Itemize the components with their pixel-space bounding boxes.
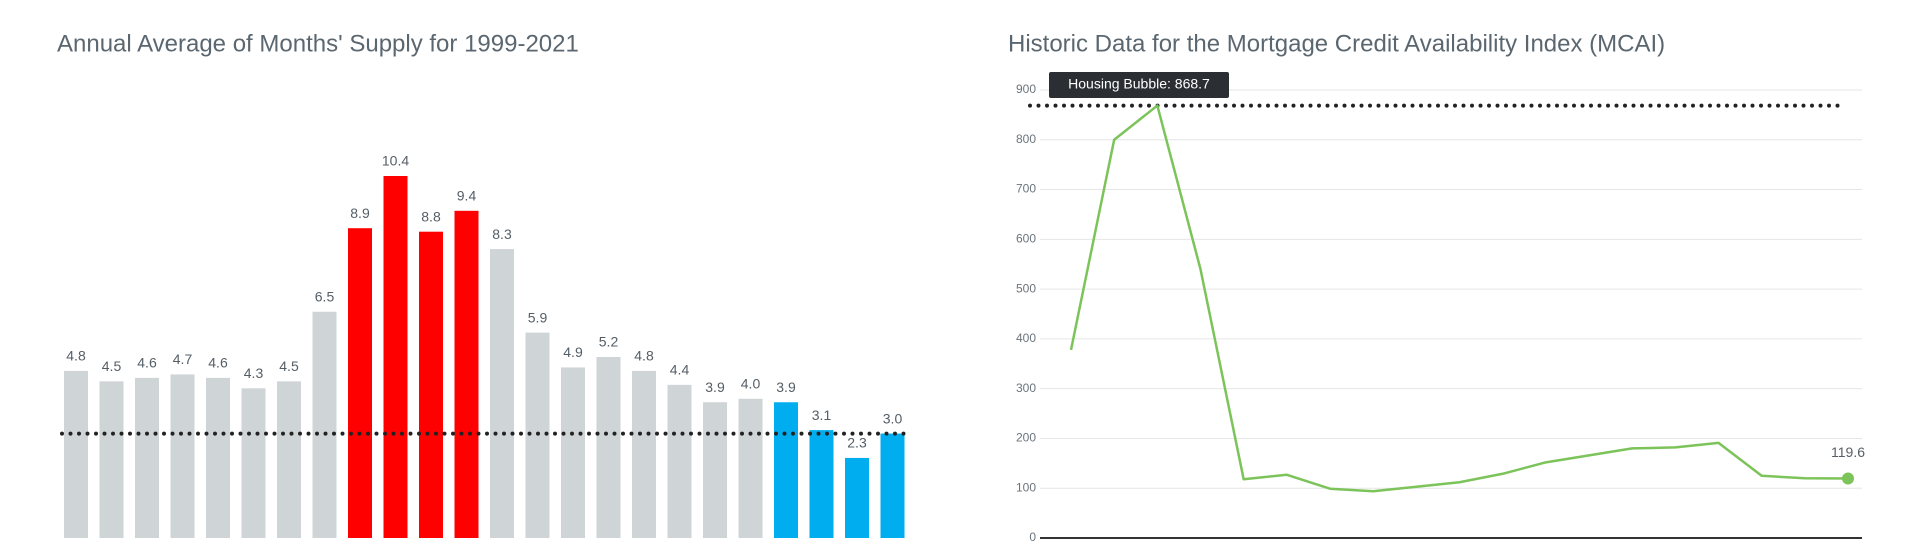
bar (241, 388, 266, 538)
value-label: 4.6 (137, 355, 157, 371)
y-tick-label: 900 (1016, 82, 1036, 96)
value-label: 8.8 (421, 208, 441, 224)
bar (277, 381, 301, 538)
bar (135, 377, 159, 538)
bar (64, 370, 88, 538)
tooltip (1049, 72, 1229, 98)
value-label: 4.5 (279, 358, 299, 374)
end-label: 119.6 (1831, 444, 1865, 460)
y-tick-label: 300 (1016, 381, 1036, 395)
value-label: 3.0 (883, 410, 903, 426)
value-label: 3.9 (776, 379, 796, 395)
bar (845, 457, 869, 538)
chart-title: Historic Data for the Mortgage Credit Av… (1008, 30, 1665, 57)
bar (632, 370, 656, 538)
value-label: 9.4 (457, 188, 477, 204)
value-label: 4.8 (634, 348, 654, 364)
bar (312, 311, 337, 538)
bar (383, 176, 408, 538)
value-label: 4.8 (66, 348, 86, 364)
value-label: 2.3 (847, 435, 867, 451)
value-label: 4.4 (670, 362, 690, 378)
y-tick-label: 500 (1016, 281, 1036, 295)
value-label: 4.6 (208, 355, 228, 371)
value-label: 3.9 (705, 379, 725, 395)
end-point (1842, 472, 1854, 485)
value-label: 4.9 (563, 344, 583, 360)
value-label: 8.9 (350, 205, 370, 221)
bar (348, 228, 372, 538)
value-label: 4.0 (741, 375, 761, 391)
y-tick-label: 600 (1016, 232, 1036, 246)
value-label: 4.3 (244, 365, 264, 381)
y-tick-label: 700 (1016, 182, 1036, 196)
bar (419, 231, 443, 538)
bar (490, 249, 514, 538)
bar (774, 402, 798, 538)
bar (596, 357, 621, 538)
bar (99, 381, 124, 538)
bar (809, 430, 834, 538)
y-tick-label: 100 (1016, 480, 1036, 494)
value-label: 3.1 (812, 407, 832, 423)
line (1069, 104, 1849, 493)
value-label: 10.4 (382, 153, 409, 169)
annotation: Housing Bubble: 868.7 (1068, 76, 1210, 92)
chart-title: Annual Average of Months' Supply for 199… (57, 30, 579, 57)
value-label: 4.7 (173, 351, 193, 367)
bar (667, 384, 692, 538)
y-tick-label: 400 (1016, 331, 1036, 345)
bar (561, 367, 585, 538)
bar (170, 374, 195, 538)
bar (454, 210, 479, 539)
bar (738, 398, 763, 538)
y-tick-label: 0 (1029, 530, 1036, 544)
y-tick-label: 200 (1016, 431, 1036, 445)
value-label: 5.2 (599, 334, 619, 350)
y-tick-label: 800 (1016, 132, 1036, 146)
bar (703, 402, 727, 538)
bar (880, 433, 905, 538)
bar (206, 377, 230, 538)
value-label: 8.3 (492, 226, 512, 242)
value-label: 6.5 (315, 288, 335, 304)
value-label: 4.5 (102, 358, 122, 374)
value-label: 5.9 (528, 309, 548, 325)
